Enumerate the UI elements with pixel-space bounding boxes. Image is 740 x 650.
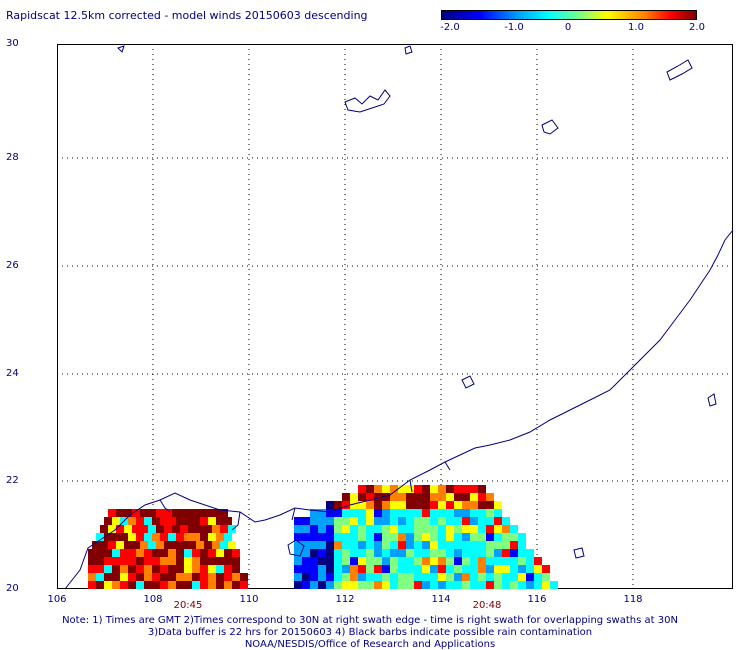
colorbar-tick: -1.0 — [504, 22, 524, 33]
colorbar — [441, 10, 697, 20]
note-line: NOAA/NESDIS/Office of Research and Appli… — [244, 639, 496, 650]
lon-label: 116 — [527, 594, 547, 605]
map-title: Rapidscat 12.5km corrected - model winds… — [6, 9, 368, 22]
lon-label: 114 — [431, 594, 451, 605]
lat-label: 22 — [6, 475, 19, 486]
lon-label: 112 — [335, 594, 355, 605]
lon-label: 106 — [47, 594, 67, 605]
wind-difference-cells — [88, 485, 558, 589]
coastline — [64, 45, 734, 590]
lat-label: 30 — [6, 38, 19, 49]
lon-label: 108 — [143, 594, 163, 605]
lon-label: 110 — [239, 594, 259, 605]
swath-time-label: 20:45 — [173, 600, 203, 611]
lat-label: 26 — [6, 260, 19, 271]
lat-label: 24 — [6, 368, 19, 379]
colorbar-tick: 0 — [564, 22, 572, 33]
note-line: 3)Data buffer is 22 hrs for 20150603 4) … — [147, 627, 593, 638]
lon-label: 118 — [623, 594, 643, 605]
note-line: Note: 1) Times are GMT 2)Times correspon… — [62, 615, 678, 626]
colorbar-tick: -2.0 — [440, 22, 460, 33]
lat-label: 28 — [6, 152, 19, 163]
lat-label: 20 — [6, 583, 19, 594]
swath-time-label: 20:48 — [472, 600, 502, 611]
colorbar-tick: 1.0 — [628, 22, 644, 33]
graticule — [57, 44, 733, 589]
colorbar-tick: 2.0 — [689, 22, 705, 33]
